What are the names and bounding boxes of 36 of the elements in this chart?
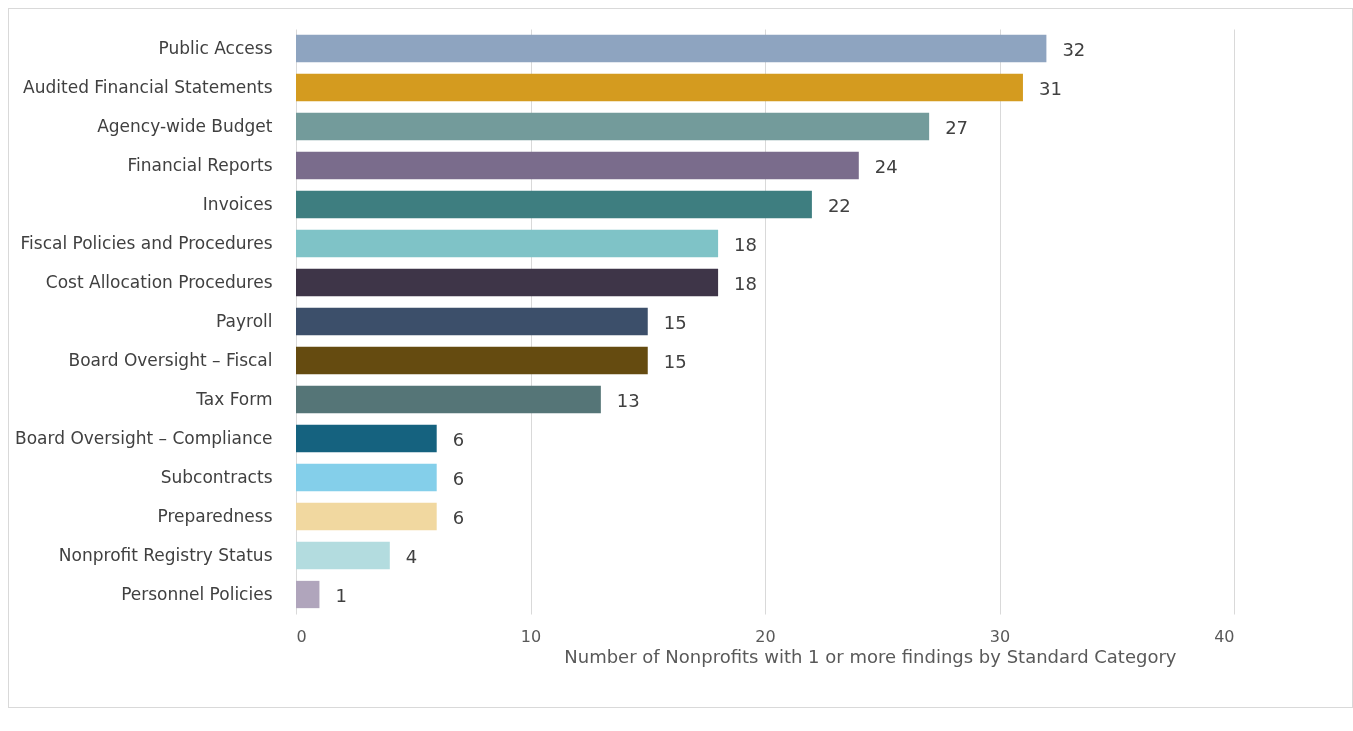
data-label: 32 — [1062, 38, 1086, 60]
data-label: 15 — [663, 350, 687, 372]
data-label: 15 — [663, 311, 687, 333]
data-label: 13 — [616, 389, 640, 411]
x-tick-label: 20 — [755, 626, 776, 646]
y-tick-label: Public Access — [158, 37, 273, 58]
data-label: 22 — [827, 194, 851, 216]
y-tick-label: Tax Form — [195, 388, 273, 409]
y-tick-label: Nonprofit Registry Status — [58, 544, 273, 565]
data-label: 1 — [335, 584, 347, 606]
data-label: 6 — [452, 467, 465, 489]
x-tick-label: 10 — [520, 626, 542, 646]
data-label: 6 — [452, 428, 465, 450]
x-tick-label: 40 — [1214, 626, 1235, 646]
y-tick-label: Invoices — [202, 193, 273, 214]
y-tick-label: Board Oversight – Fiscal — [68, 349, 273, 370]
data-label: 6 — [452, 506, 465, 528]
y-tick-label: Payroll — [216, 310, 273, 331]
y-tick-label: Fiscal Policies and Procedures — [20, 232, 273, 253]
y-tick-label: Subcontracts — [160, 466, 273, 487]
data-label: 4 — [405, 545, 418, 567]
data-label: 18 — [734, 272, 758, 294]
y-tick-label: Cost Allocation Procedures — [45, 271, 273, 292]
y-tick-label: Financial Reports — [127, 154, 273, 175]
y-tick-label: Preparedness — [157, 505, 273, 526]
x-tick-label: 0 — [296, 626, 307, 646]
data-label: 27 — [945, 116, 969, 138]
data-label: 18 — [734, 233, 758, 255]
x-tick-label: 30 — [989, 626, 1011, 646]
x-axis-title: Number of Nonprofits with 1 or more findings by Standard Category — [564, 645, 1177, 667]
y-tick-label: Agency-wide Budget — [97, 115, 273, 136]
y-tick-label: Board Oversight – Compliance — [15, 427, 273, 448]
data-label: 24 — [874, 155, 898, 177]
y-tick-label: Personnel Policies — [121, 583, 273, 604]
y-tick-label: Audited Financial Statements — [23, 76, 273, 97]
data-label: 31 — [1038, 77, 1062, 99]
